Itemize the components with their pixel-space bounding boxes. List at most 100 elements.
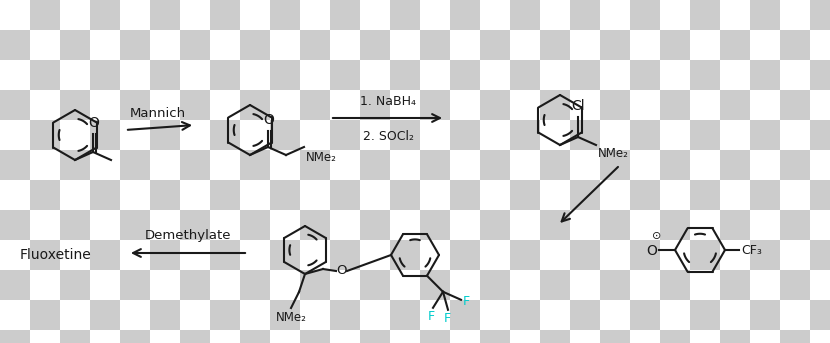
Bar bbox=[420, 210, 450, 240]
Bar bbox=[270, 120, 300, 150]
Bar bbox=[210, 30, 240, 60]
Bar bbox=[90, 270, 120, 300]
Bar bbox=[300, 150, 330, 180]
Bar bbox=[660, 120, 690, 150]
Bar bbox=[180, 180, 210, 210]
Bar bbox=[450, 120, 480, 150]
Bar bbox=[30, 150, 60, 180]
Bar bbox=[390, 90, 420, 120]
Bar bbox=[510, 210, 540, 240]
Bar bbox=[300, 90, 330, 120]
Bar bbox=[90, 150, 120, 180]
Bar bbox=[750, 330, 780, 343]
Bar bbox=[600, 270, 630, 300]
Bar bbox=[90, 30, 120, 60]
Bar bbox=[660, 30, 690, 60]
Bar bbox=[60, 270, 90, 300]
Bar bbox=[480, 330, 510, 343]
Bar bbox=[750, 150, 780, 180]
Bar bbox=[120, 30, 150, 60]
Bar bbox=[300, 240, 330, 270]
Bar bbox=[360, 120, 390, 150]
Bar bbox=[570, 90, 600, 120]
Bar bbox=[330, 240, 360, 270]
Bar bbox=[720, 60, 750, 90]
Bar bbox=[480, 240, 510, 270]
Bar bbox=[540, 300, 570, 330]
Bar bbox=[690, 300, 720, 330]
Bar bbox=[810, 90, 830, 120]
Bar bbox=[660, 240, 690, 270]
Bar bbox=[480, 60, 510, 90]
Bar bbox=[570, 150, 600, 180]
Bar bbox=[630, 30, 660, 60]
Bar bbox=[570, 120, 600, 150]
Bar bbox=[600, 300, 630, 330]
Bar bbox=[30, 240, 60, 270]
Bar bbox=[570, 330, 600, 343]
Text: NMe₂: NMe₂ bbox=[306, 151, 337, 164]
Bar bbox=[390, 210, 420, 240]
Bar bbox=[360, 270, 390, 300]
Bar bbox=[360, 60, 390, 90]
Bar bbox=[420, 330, 450, 343]
Bar bbox=[810, 240, 830, 270]
Bar bbox=[510, 150, 540, 180]
Bar bbox=[150, 150, 180, 180]
Bar bbox=[0, 300, 30, 330]
Bar bbox=[150, 210, 180, 240]
Bar bbox=[540, 0, 570, 30]
Bar bbox=[390, 240, 420, 270]
Bar bbox=[90, 0, 120, 30]
Bar bbox=[510, 300, 540, 330]
Bar bbox=[210, 330, 240, 343]
Bar bbox=[690, 90, 720, 120]
Bar bbox=[210, 150, 240, 180]
Bar bbox=[660, 150, 690, 180]
Bar bbox=[780, 60, 810, 90]
Bar bbox=[60, 180, 90, 210]
Bar bbox=[810, 150, 830, 180]
Text: F: F bbox=[463, 295, 470, 308]
Bar bbox=[480, 150, 510, 180]
Bar bbox=[420, 90, 450, 120]
Bar bbox=[690, 240, 720, 270]
Bar bbox=[480, 210, 510, 240]
Bar bbox=[360, 300, 390, 330]
Bar bbox=[600, 330, 630, 343]
Bar bbox=[540, 90, 570, 120]
Bar bbox=[600, 120, 630, 150]
Bar bbox=[30, 60, 60, 90]
Bar bbox=[570, 210, 600, 240]
Text: NMe₂: NMe₂ bbox=[276, 311, 306, 324]
Bar bbox=[240, 210, 270, 240]
Bar bbox=[480, 0, 510, 30]
Bar bbox=[690, 30, 720, 60]
Text: 1. NaBH₄: 1. NaBH₄ bbox=[360, 95, 416, 108]
Bar bbox=[60, 90, 90, 120]
Bar bbox=[150, 240, 180, 270]
Bar bbox=[180, 240, 210, 270]
Bar bbox=[270, 240, 300, 270]
Bar bbox=[420, 300, 450, 330]
Bar bbox=[60, 240, 90, 270]
Bar bbox=[600, 30, 630, 60]
Bar bbox=[300, 0, 330, 30]
Text: NMe₂: NMe₂ bbox=[598, 147, 629, 160]
Bar bbox=[690, 270, 720, 300]
Bar bbox=[540, 210, 570, 240]
Bar bbox=[330, 330, 360, 343]
Bar bbox=[180, 210, 210, 240]
Bar bbox=[720, 330, 750, 343]
Bar bbox=[150, 30, 180, 60]
Bar bbox=[450, 30, 480, 60]
Bar bbox=[210, 180, 240, 210]
Bar bbox=[780, 120, 810, 150]
Text: O: O bbox=[89, 116, 100, 130]
Bar bbox=[30, 90, 60, 120]
Bar bbox=[300, 330, 330, 343]
Bar bbox=[330, 270, 360, 300]
Bar bbox=[570, 30, 600, 60]
Bar bbox=[60, 150, 90, 180]
Bar bbox=[690, 0, 720, 30]
